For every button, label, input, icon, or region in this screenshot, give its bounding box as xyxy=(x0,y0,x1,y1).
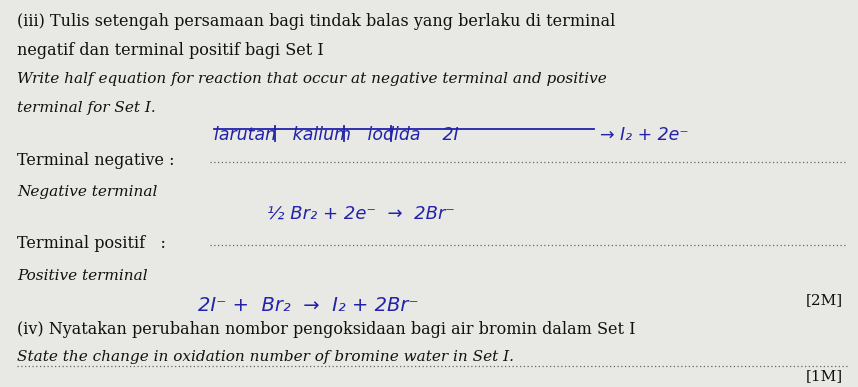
Text: 2I⁻ +  Br₂  →  I₂ + 2Br⁻: 2I⁻ + Br₂ → I₂ + 2Br⁻ xyxy=(198,296,419,315)
Text: Negative terminal: Negative terminal xyxy=(17,185,158,199)
Text: negatif dan terminal positif bagi Set I: negatif dan terminal positif bagi Set I xyxy=(17,43,324,60)
Text: Terminal negative :: Terminal negative : xyxy=(17,152,175,169)
Text: [1M]: [1M] xyxy=(806,370,843,384)
Text: ½ Br₂ + 2e⁻  →  2Br⁻: ½ Br₂ + 2e⁻ → 2Br⁻ xyxy=(267,204,455,223)
Text: (iv) Nyatakan perubahan nombor pengoksidaan bagi air bromin dalam Set I: (iv) Nyatakan perubahan nombor pengoksid… xyxy=(17,321,636,338)
Text: terminal for Set I.: terminal for Set I. xyxy=(17,101,156,115)
Text: Terminal positif   :: Terminal positif : xyxy=(17,235,166,252)
Text: (iii) Tulis setengah persamaan bagi tindak balas yang berlaku di terminal: (iii) Tulis setengah persamaan bagi tind… xyxy=(17,13,616,30)
Text: larutan   kalium   iodida    2I: larutan kalium iodida 2I xyxy=(214,126,458,144)
Text: [2M]: [2M] xyxy=(806,293,843,307)
Text: Write half equation for reaction that occur at negative terminal and positive: Write half equation for reaction that oc… xyxy=(17,72,607,86)
Text: State the change in oxidation number of bromine water in Set I.: State the change in oxidation number of … xyxy=(17,350,515,364)
Text: → I₂ + 2e⁻: → I₂ + 2e⁻ xyxy=(600,126,688,144)
Text: Positive terminal: Positive terminal xyxy=(17,269,148,283)
